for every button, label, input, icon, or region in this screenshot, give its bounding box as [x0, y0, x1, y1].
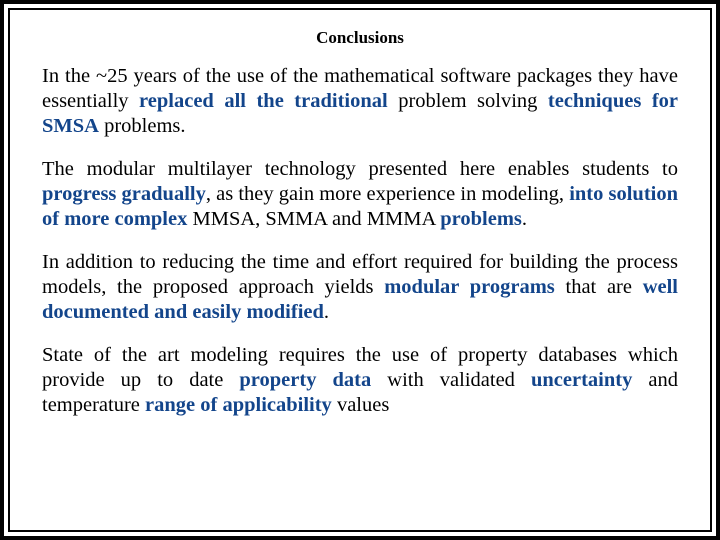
text-run: that are: [555, 276, 643, 298]
text-run: .: [324, 301, 329, 323]
text-run: problems.: [99, 115, 186, 137]
emphasis-run: range of applicability: [145, 394, 332, 416]
emphasis-run: property data: [239, 369, 371, 391]
paragraph: In the ~25 years of the use of the mathe…: [42, 64, 678, 139]
text-run: values: [332, 394, 390, 416]
emphasis-run: problems: [440, 208, 522, 230]
text-run: , as they gain more experience in modeli…: [206, 183, 569, 205]
text-run: with validated: [371, 369, 531, 391]
emphasis-run: modular programs: [384, 276, 555, 298]
text-run: The modular multilayer technology presen…: [42, 158, 678, 180]
slide-inner-frame: Conclusions In the ~25 years of the use …: [8, 8, 712, 532]
text-run: MMSA, SMMA and MMMA: [187, 208, 440, 230]
slide-outer-frame: Conclusions In the ~25 years of the use …: [0, 0, 720, 540]
text-run: problem solving: [388, 90, 548, 112]
paragraph: State of the art modeling requires the u…: [42, 343, 678, 418]
emphasis-run: progress gradually: [42, 183, 206, 205]
emphasis-run: replaced all the traditional: [139, 90, 388, 112]
slide-body: In the ~25 years of the use of the mathe…: [42, 64, 678, 418]
paragraph: In addition to reducing the time and eff…: [42, 250, 678, 325]
slide-title: Conclusions: [42, 28, 678, 48]
emphasis-run: uncertainty: [531, 369, 632, 391]
text-run: .: [522, 208, 527, 230]
paragraph: The modular multilayer technology presen…: [42, 157, 678, 232]
